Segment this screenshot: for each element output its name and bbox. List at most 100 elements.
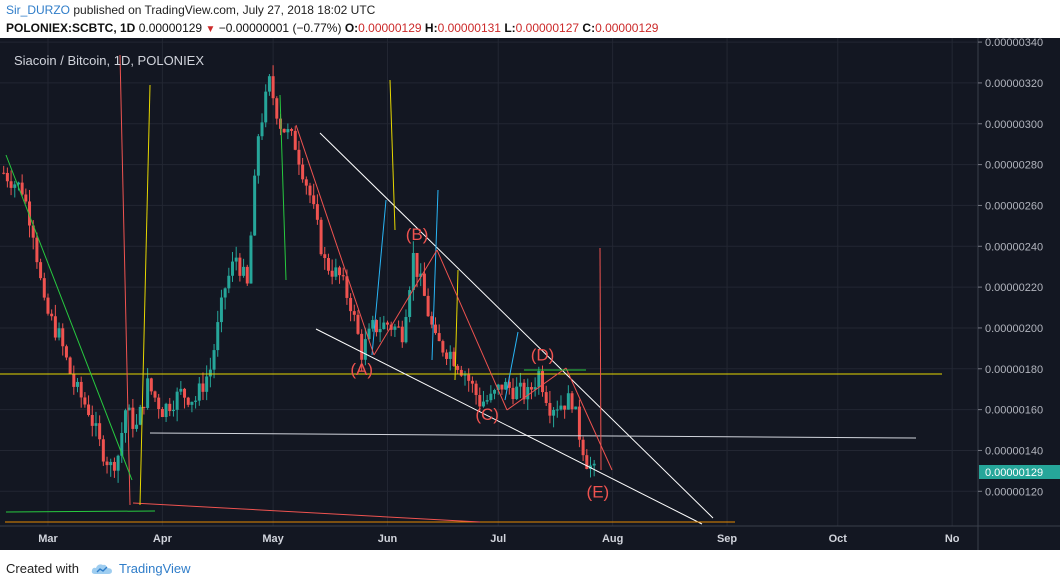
last-price: 0.00000129	[138, 21, 203, 35]
candle-body	[374, 320, 378, 333]
candle-body	[94, 423, 98, 426]
candle-body	[563, 405, 567, 410]
created-with-text: Created with	[6, 561, 79, 576]
candle-body	[223, 288, 227, 298]
candle-body	[76, 381, 80, 387]
blue-line-3	[504, 331, 519, 401]
upper-wedge-line	[319, 132, 714, 519]
candle-body	[552, 409, 556, 416]
y-tick-label: 0.00000320	[985, 78, 1043, 90]
candle-body	[308, 185, 312, 196]
candle-body	[149, 378, 153, 392]
green-down-line	[5, 154, 133, 481]
blue-line-1	[371, 199, 387, 356]
candle-body	[577, 406, 581, 440]
candle-body	[548, 403, 552, 416]
candle-body	[452, 351, 456, 366]
candle-body	[489, 393, 493, 401]
candle-body	[135, 424, 139, 429]
candle-body	[367, 328, 371, 340]
author-link[interactable]: Sir_DURZO	[6, 3, 71, 17]
green-vertical	[279, 94, 287, 281]
wave-c-down	[436, 249, 508, 411]
y-tick-label: 0.00000300	[985, 119, 1043, 131]
x-tick-label: Sep	[717, 533, 737, 545]
candle-body	[164, 403, 168, 418]
candle-body	[68, 357, 72, 374]
wave-a-down	[295, 124, 375, 356]
candle-body	[57, 328, 61, 338]
candle-body	[363, 339, 367, 360]
red-vertical-right	[599, 247, 602, 471]
candle-body	[24, 194, 28, 202]
price-axis[interactable]: 0.00000340 0.00000320 0.00000300 0.00000280…	[978, 38, 1043, 498]
candle-body	[537, 371, 541, 388]
candle-body	[500, 384, 504, 390]
candle-body	[585, 455, 589, 469]
candle-body	[101, 439, 105, 462]
candle-body	[360, 333, 364, 360]
candle-body	[138, 406, 142, 425]
candle-body	[400, 326, 404, 343]
wave-label: (E)	[587, 482, 610, 501]
candle-body	[496, 384, 500, 390]
candle-body	[437, 333, 441, 342]
cloud-icon	[91, 563, 112, 574]
y-tick-label: 0.00000260	[985, 200, 1043, 212]
y-tick-label: 0.00000200	[985, 323, 1043, 335]
candle-body	[219, 297, 223, 323]
candle-body	[433, 324, 437, 334]
candle-body	[290, 129, 294, 131]
candle-body	[481, 401, 485, 407]
close-value: 0.00000129	[595, 21, 659, 35]
candle-body	[105, 461, 109, 466]
wave-d-up	[506, 367, 567, 411]
candle-body	[142, 406, 146, 408]
candle-body	[382, 322, 386, 330]
candle-body	[72, 373, 76, 387]
candle-body	[559, 405, 563, 410]
candle-body	[430, 316, 434, 325]
price-chart[interactable]: 0.00000340 0.00000320 0.00000300 0.00000280…	[0, 38, 1060, 550]
candle-body	[168, 403, 172, 412]
candle-body	[42, 278, 46, 298]
wave-labels: (A) (B) (C) (D) (E)	[350, 225, 609, 501]
candle-body	[515, 386, 519, 400]
candle-body	[61, 328, 65, 347]
wave-b-up	[373, 249, 438, 356]
candle-body	[131, 407, 135, 429]
candle-body	[463, 374, 467, 376]
candle-body	[422, 273, 426, 296]
candle-body	[123, 410, 127, 433]
last-price-tag-text: 0.00000129	[985, 467, 1043, 479]
low-label: L:	[504, 21, 516, 35]
candle-body	[415, 252, 419, 277]
candle-body	[186, 397, 190, 405]
candle-body	[341, 275, 345, 277]
candle-body	[39, 262, 43, 279]
candle-body	[349, 297, 353, 312]
x-tick-label: Apr	[153, 533, 173, 545]
candle-body	[271, 76, 275, 99]
candle-body	[197, 383, 201, 401]
candle-body	[256, 136, 260, 176]
y-tick-label: 0.00000180	[985, 364, 1043, 376]
candle-body	[456, 365, 460, 370]
candle-body	[116, 455, 120, 471]
yellow-spike-left	[139, 84, 151, 506]
candle-body	[533, 387, 537, 390]
candle-body	[264, 91, 268, 123]
candle-body	[448, 351, 452, 359]
candle-body	[485, 400, 489, 402]
y-tick-label: 0.00000240	[985, 241, 1043, 253]
candle-body	[459, 369, 463, 376]
candle-body	[50, 313, 54, 317]
time-axis[interactable]: Mar Apr May Jun Jul Aug Sep Oct No	[38, 533, 960, 545]
tradingview-link[interactable]: TradingView	[85, 561, 191, 576]
published-text: published on TradingView.com, July 27, 2…	[73, 3, 376, 17]
candle-body	[419, 273, 423, 277]
candle-body	[581, 439, 585, 456]
candle-body	[245, 266, 249, 284]
candle-body	[511, 387, 515, 400]
wave-label: (A)	[350, 360, 373, 379]
